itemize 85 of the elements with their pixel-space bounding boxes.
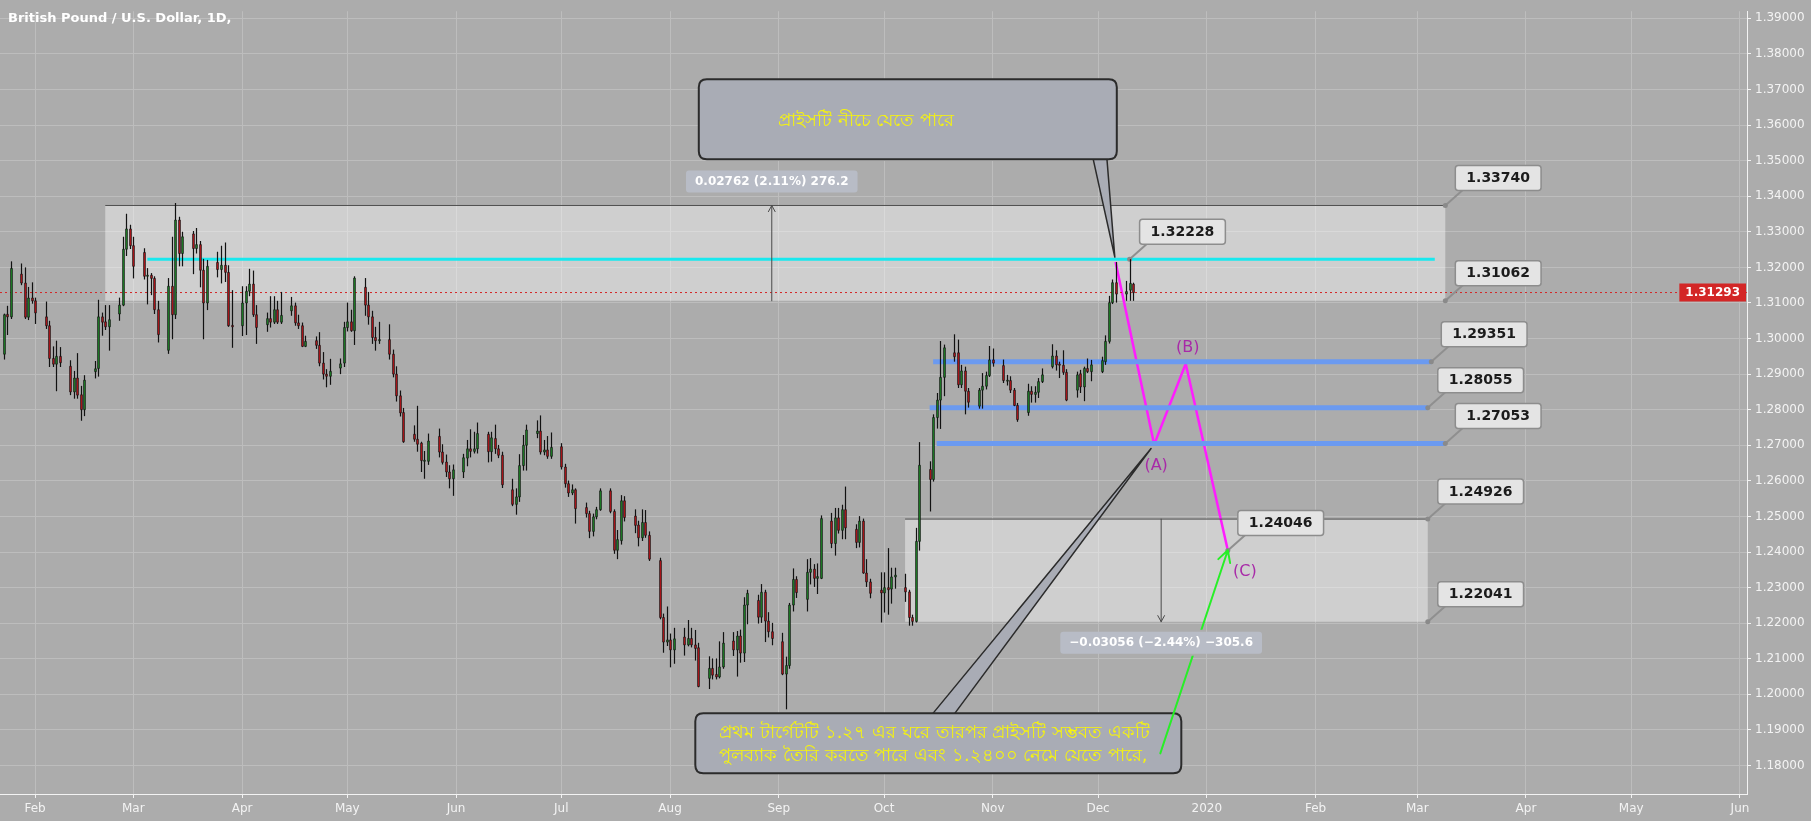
y-tick-label: 1.29000: [1755, 366, 1805, 381]
annotation: 1.32228: [1150, 222, 1215, 239]
x-tick-label: Jun: [445, 801, 466, 816]
candlestick: [276, 300, 279, 325]
annotation: (C): [1232, 561, 1257, 581]
annotation: 1.22041: [1448, 585, 1513, 602]
y-tick-label: 1.35000: [1755, 152, 1805, 167]
annotation: (B): [1175, 336, 1200, 356]
y-tick-label: 1.23000: [1755, 579, 1805, 594]
candlestick: [1037, 377, 1040, 399]
annotation: 1.24926: [1448, 482, 1513, 499]
chart-title: British Pound / U.S. Dollar, 1D,: [8, 10, 232, 26]
x-tick-label: Feb: [24, 801, 46, 816]
y-tick-label: 1.20000: [1755, 686, 1805, 701]
candlestick: [301, 321, 304, 348]
y-tick-label: 1.38000: [1755, 46, 1805, 61]
x-tick-label: Apr: [231, 801, 253, 816]
y-tick-label: 1.25000: [1755, 508, 1805, 523]
annotation: 1.31062: [1466, 264, 1531, 281]
x-tick-label: Jun: [1729, 801, 1750, 816]
x-tick-label: May: [1618, 801, 1644, 816]
x-tick-label: Feb: [1304, 801, 1327, 816]
candlestick: [1125, 280, 1128, 302]
candlestick: [1076, 371, 1079, 399]
x-tick-label: Mar: [1405, 801, 1429, 816]
candlestick: [781, 632, 784, 676]
candlestick: [820, 514, 823, 580]
y-tick-label: 1.34000: [1755, 188, 1805, 203]
annotation: 0.02762 (2.11%) 276.2: [694, 174, 849, 189]
candlestick: [666, 605, 669, 647]
x-tick-label: Mar: [121, 801, 145, 816]
candlestick: [546, 435, 549, 460]
x-tick-label: Sep: [767, 801, 791, 816]
candlestick: [708, 655, 711, 690]
annotation: 1.28055: [1448, 371, 1513, 388]
x-tick-label: Apr: [1515, 801, 1537, 816]
annotation: 1.27053: [1466, 407, 1531, 424]
candlestick: [511, 478, 514, 507]
annotation: −0.03056 (−2.44%) −305.6: [1069, 635, 1254, 650]
candlestick: [964, 366, 967, 415]
y-tick-label: 1.36000: [1755, 117, 1805, 132]
candlestick: [273, 295, 276, 325]
candlestick: [97, 299, 100, 378]
y-tick-label: 1.30000: [1755, 330, 1805, 345]
annotation: প্রাইসটি নীচে যেতে পারে: [776, 107, 956, 132]
candlestick: [216, 251, 219, 278]
candlestick: [757, 594, 760, 625]
candlestick: [192, 230, 195, 275]
x-tick-label: Nov: [981, 801, 1005, 816]
y-tick-label: 1.33000: [1755, 223, 1805, 238]
annotation: প্রথম টার্গেটটি ১.২৭ এর ঘরে তারপর প্রাইসটি সম্ভবত একটি পুলব্যাক তৈরি করতে পারে এবং ১.২৪০০ নেমে যেতে পারে,: [719, 720, 1150, 768]
y-tick-label: 1.21000: [1755, 650, 1805, 665]
y-tick-label: 1.24000: [1755, 544, 1805, 559]
x-tick-label: 2020: [1191, 801, 1223, 816]
candlestick: [1002, 358, 1005, 384]
y-tick-label: 1.22000: [1755, 615, 1805, 630]
y-tick-label: 1.18000: [1755, 757, 1805, 772]
y-tick-label: 1.37000: [1755, 81, 1805, 96]
y-tick-label: 1.39000: [1755, 10, 1805, 25]
x-tick-label: May: [334, 801, 360, 816]
candlestick: [943, 344, 946, 397]
annotation: (A): [1144, 454, 1168, 474]
annotation: 1.29351: [1452, 325, 1517, 342]
candlestick: [550, 431, 553, 460]
y-tick-label: 1.32000: [1755, 259, 1805, 274]
annotation: 1.33740: [1466, 169, 1531, 186]
candlestick: [771, 622, 774, 646]
candlestick: [1115, 261, 1118, 304]
candlestick: [908, 589, 911, 627]
y-tick-label: 1.27000: [1755, 437, 1805, 452]
ref-line-label: 1.31293: [1685, 285, 1740, 300]
candlestick: [711, 657, 714, 681]
y-tick-label: 1.26000: [1755, 473, 1805, 488]
y-tick-label: 1.31000: [1755, 295, 1805, 310]
y-tick-label: 1.19000: [1755, 722, 1805, 737]
x-tick-label: Aug: [658, 801, 682, 816]
candlestick: [834, 507, 837, 557]
annotation: 1.24046: [1248, 514, 1313, 531]
y-tick-label: 1.28000: [1755, 401, 1805, 416]
candlestick: [469, 428, 472, 458]
candlestick: [269, 295, 272, 329]
candlestick: [280, 291, 283, 325]
x-tick-label: Jul: [553, 801, 569, 816]
x-tick-label: Oct: [873, 801, 895, 816]
x-tick-label: Dec: [1086, 801, 1110, 816]
